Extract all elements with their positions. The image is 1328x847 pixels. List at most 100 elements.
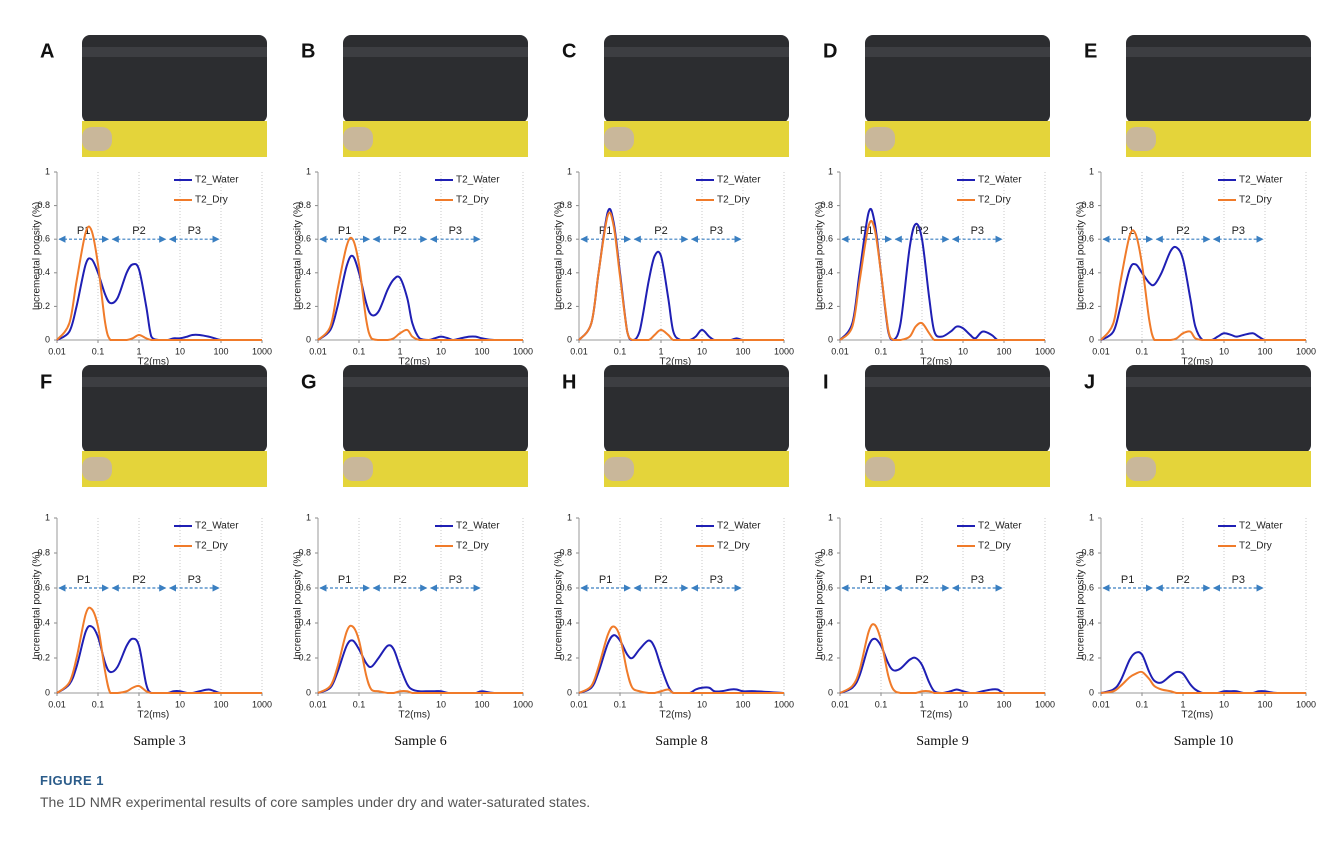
series-line xyxy=(839,219,1045,341)
panel: A 0.01 0.1 1 10 100 1000 0 0.2 0.4 0.6 0.8 1 Incremen… xyxy=(32,35,272,387)
x-tick-label: 1000 xyxy=(774,699,794,709)
x-tick-label: 0.1 xyxy=(875,346,888,356)
panel: D 0.01 0.1 1 10 100 1000 0 0.2 0.4 0.6 0.8 1 Incremen… xyxy=(815,35,1055,387)
ruler-clip xyxy=(343,127,373,151)
ruler-clip xyxy=(1126,127,1156,151)
x-tick-label: 1000 xyxy=(252,699,272,709)
y-tick-label: 1 xyxy=(567,512,572,522)
panel: B 0.01 0.1 1 10 100 1000 0 0.2 0.4 0.6 0.8 1 Incremen… xyxy=(293,35,533,387)
chart-title: Sample 3 xyxy=(133,734,186,749)
x-tick-label: 10 xyxy=(958,346,968,356)
y-tick-label: 0.8 xyxy=(1081,547,1094,557)
x-tick-label: 1 xyxy=(1180,699,1185,709)
y-tick-label: 1 xyxy=(1089,166,1094,176)
legend-label: T2_Dry xyxy=(717,541,750,552)
y-tick-label: 0.6 xyxy=(559,582,572,592)
series-line xyxy=(578,634,785,695)
y-tick-label: 1 xyxy=(1089,512,1094,522)
y-tick-label: 0.4 xyxy=(37,617,50,627)
y-axis-label: Incremental porosity (%) xyxy=(815,551,826,659)
y-tick-label: 0.4 xyxy=(559,267,572,277)
x-tick-label: 1000 xyxy=(1296,699,1316,709)
range-label: P1 xyxy=(860,574,873,586)
range-label: P2 xyxy=(654,574,667,586)
x-tick-label: 0.1 xyxy=(92,699,105,709)
legend-label: T2_Water xyxy=(456,521,500,532)
y-tick-label: 1 xyxy=(828,512,833,522)
y-tick-label: 0 xyxy=(567,334,572,344)
panel: F 0.01 0.1 1 10 100 1000 0 0.2 0.4 0.6 0.8 1 Incremen… xyxy=(32,365,272,749)
core-sheen xyxy=(604,47,789,57)
panel-letter: C xyxy=(562,40,576,62)
x-tick-label: 100 xyxy=(996,346,1011,356)
x-axis-label: T2(ms) xyxy=(399,357,431,368)
x-tick-label: 0.1 xyxy=(875,699,888,709)
x-tick-label: 100 xyxy=(735,699,750,709)
core-sheen xyxy=(604,377,789,387)
x-tick-label: 1000 xyxy=(1296,346,1316,356)
legend-label: T2_Dry xyxy=(456,195,489,206)
series-line xyxy=(1100,245,1306,341)
panel-letter: G xyxy=(301,371,317,393)
figure: A0.01 0.1 1 10 100 100000.20.40.60.81Incremen… xyxy=(32,35,1316,749)
legend-label: T2_Water xyxy=(717,521,761,532)
y-tick-label: 0.4 xyxy=(820,617,833,627)
y-tick-label: 0.4 xyxy=(1081,267,1094,277)
y-tick-label: 0.4 xyxy=(298,267,311,277)
legend-label: T2_Dry xyxy=(1239,195,1272,206)
y-tick-label: 0 xyxy=(306,334,311,344)
legend-label: T2_Water xyxy=(978,521,1022,532)
series-line xyxy=(578,625,784,695)
series-line xyxy=(317,254,523,342)
y-tick-label: 0.6 xyxy=(559,234,572,244)
ruler xyxy=(604,121,789,157)
range-label: P3 xyxy=(710,225,723,237)
y-tick-label: 0.6 xyxy=(298,582,311,592)
range-label: P2 xyxy=(1176,225,1189,237)
x-tick-label: 0.01 xyxy=(570,699,588,709)
x-tick-label: 100 xyxy=(213,346,228,356)
y-tick-label: 0.8 xyxy=(37,547,50,557)
y-tick-label: 0.4 xyxy=(1081,617,1094,627)
y-tick-label: 1 xyxy=(306,166,311,176)
range-label: P1 xyxy=(77,574,90,586)
range-label: P2 xyxy=(132,574,145,586)
x-tick-label: 0.01 xyxy=(48,346,66,356)
core-sheen xyxy=(865,47,1050,57)
x-tick-label: 0.01 xyxy=(831,699,849,709)
y-tick-label: 0 xyxy=(45,334,50,344)
y-tick-label: 0.4 xyxy=(559,617,572,627)
series-line xyxy=(578,211,784,341)
y-tick-label: 0.6 xyxy=(298,234,311,244)
x-tick-label: 10 xyxy=(958,699,968,709)
legend-label: T2_Water xyxy=(195,175,239,186)
core-sheen xyxy=(343,47,528,57)
range-label: P3 xyxy=(449,574,462,586)
ruler-clip xyxy=(865,457,895,481)
panel-letter: I xyxy=(823,371,829,393)
series-line xyxy=(1100,651,1306,695)
range-label: P1 xyxy=(1121,574,1134,586)
legend-label: T2_Dry xyxy=(195,541,228,552)
core-sheen xyxy=(865,377,1050,387)
ruler-clip xyxy=(604,457,634,481)
y-axis-label: Incremental porosity (%) xyxy=(815,202,826,310)
legend-label: T2_Water xyxy=(978,175,1022,186)
y-tick-label: 1 xyxy=(567,166,572,176)
y-tick-label: 0.6 xyxy=(1081,234,1094,244)
series-line xyxy=(317,236,523,341)
x-axis-label: T2(ms) xyxy=(138,357,170,368)
range-label: P2 xyxy=(393,574,406,586)
y-tick-label: 0.2 xyxy=(559,652,572,662)
legend-label: T2_Dry xyxy=(456,541,489,552)
y-tick-label: 0 xyxy=(828,687,833,697)
legend-label: T2_Dry xyxy=(717,195,750,206)
range-label: P3 xyxy=(188,225,201,237)
y-tick-label: 0 xyxy=(45,687,50,697)
y-tick-label: 0.6 xyxy=(37,582,50,592)
x-tick-label: 10 xyxy=(697,346,707,356)
range-label: P1 xyxy=(338,225,351,237)
x-tick-label: 1000 xyxy=(1035,699,1055,709)
legend-label: T2_Water xyxy=(717,175,761,186)
